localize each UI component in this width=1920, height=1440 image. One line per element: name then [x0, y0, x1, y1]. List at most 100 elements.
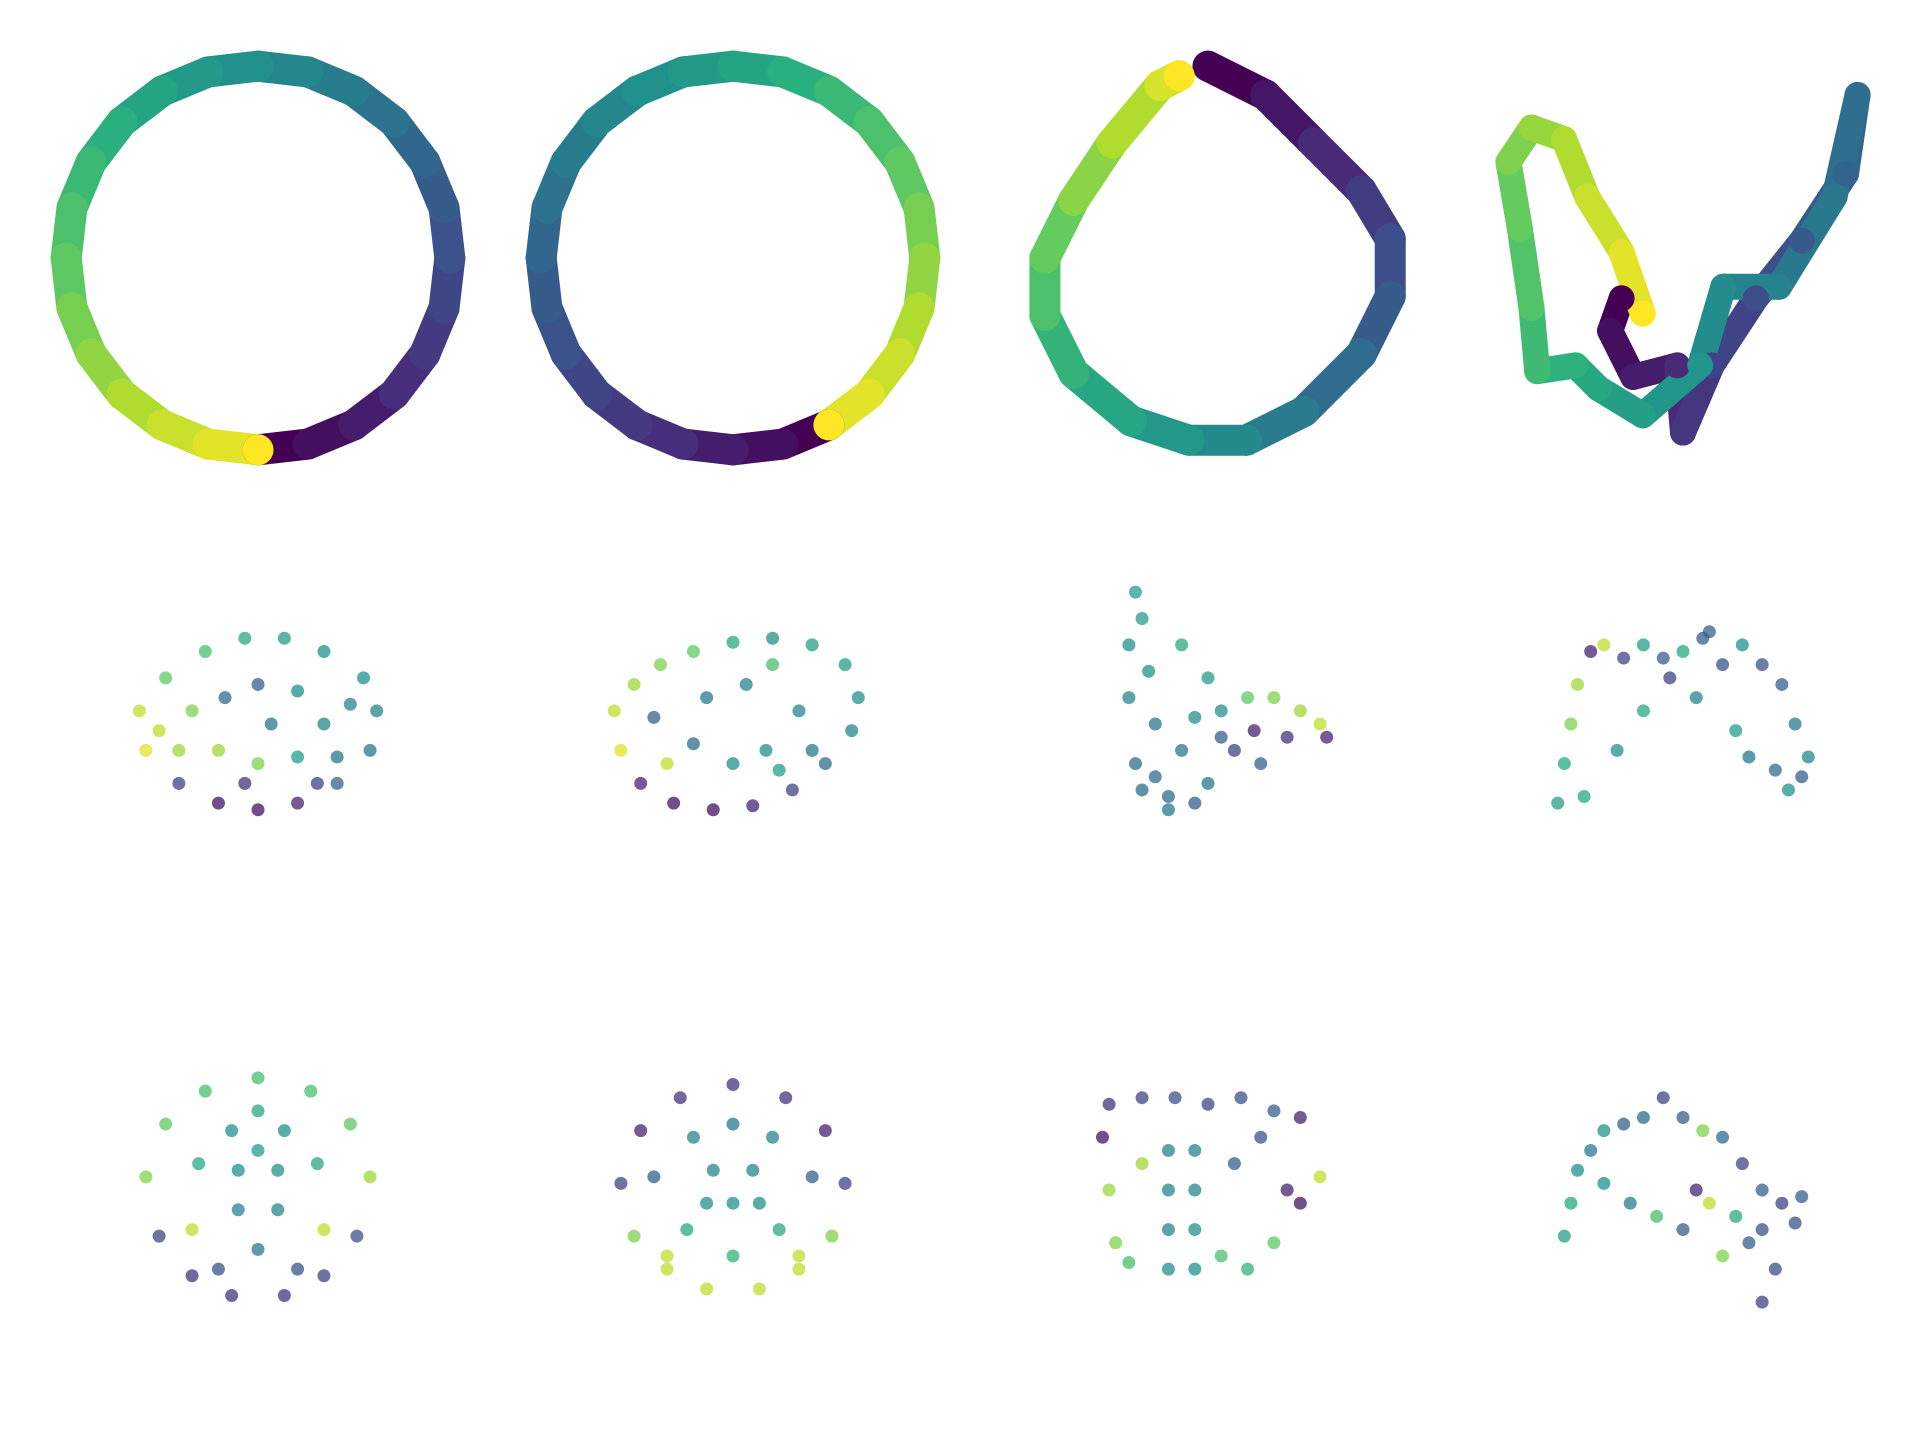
- point: [56, 292, 88, 324]
- point: [1135, 1157, 1149, 1171]
- point: [660, 1262, 674, 1276]
- point: [1689, 1183, 1703, 1197]
- panel: [1495, 81, 1871, 446]
- point: [304, 1084, 318, 1098]
- point: [1617, 651, 1631, 665]
- point: [1506, 216, 1533, 243]
- point: [1571, 1163, 1584, 1177]
- point: [767, 428, 799, 460]
- point: [1175, 743, 1189, 757]
- point: [1495, 149, 1522, 176]
- point: [1227, 743, 1241, 757]
- point: [132, 704, 146, 718]
- point: [1188, 796, 1202, 810]
- point: [1374, 223, 1406, 255]
- panel: [1122, 585, 1334, 817]
- point: [1670, 419, 1696, 446]
- point: [1148, 770, 1162, 784]
- point: [291, 796, 305, 810]
- point: [805, 743, 819, 757]
- point: [614, 743, 628, 757]
- point: [1636, 638, 1650, 652]
- point: [317, 717, 331, 731]
- point: [884, 146, 916, 178]
- point: [1192, 50, 1224, 82]
- point: [192, 56, 224, 88]
- point: [1214, 704, 1228, 718]
- point: [805, 1170, 819, 1184]
- point: [1029, 242, 1061, 274]
- point: [317, 1223, 331, 1237]
- point: [1597, 638, 1611, 652]
- point: [1109, 1236, 1123, 1250]
- point: [1788, 717, 1802, 731]
- point: [231, 1203, 245, 1217]
- point: [667, 796, 681, 810]
- point: [1188, 1262, 1202, 1276]
- point: [1524, 358, 1551, 385]
- point: [146, 409, 178, 441]
- point: [627, 1229, 641, 1243]
- point: [903, 292, 935, 324]
- point: [1564, 1196, 1578, 1210]
- point: [1250, 79, 1282, 111]
- point: [1122, 1256, 1136, 1270]
- point: [1267, 1104, 1281, 1118]
- point: [717, 434, 749, 466]
- point: [1135, 1091, 1149, 1105]
- point: [706, 803, 720, 817]
- point: [1788, 1216, 1802, 1230]
- point: [1702, 1196, 1716, 1210]
- point: [139, 743, 153, 757]
- point: [667, 428, 699, 460]
- point: [357, 671, 370, 685]
- point: [726, 1196, 740, 1210]
- point: [1676, 1110, 1690, 1124]
- point: [1650, 1209, 1664, 1223]
- point: [1241, 691, 1255, 705]
- point: [1696, 1124, 1710, 1138]
- point: [1518, 294, 1545, 321]
- point: [1161, 1262, 1175, 1276]
- point: [818, 1124, 832, 1138]
- point: [271, 1203, 285, 1217]
- point: [746, 799, 760, 813]
- point: [686, 644, 700, 658]
- point: [1656, 1091, 1670, 1105]
- point: [1610, 743, 1624, 757]
- point: [1234, 1091, 1248, 1105]
- point: [264, 717, 278, 731]
- point: [1122, 691, 1136, 705]
- point: [845, 724, 859, 738]
- point: [766, 1130, 780, 1144]
- point: [550, 338, 582, 370]
- point: [251, 757, 265, 771]
- line-segment: [1687, 273, 1737, 379]
- point: [1163, 60, 1195, 92]
- point: [310, 776, 324, 790]
- point: [739, 677, 753, 691]
- point: [343, 697, 357, 711]
- point: [884, 338, 916, 370]
- point: [550, 146, 582, 178]
- point: [1597, 317, 1624, 344]
- point: [317, 1269, 331, 1283]
- point: [277, 1124, 291, 1138]
- point: [198, 1084, 212, 1098]
- point: [1768, 763, 1782, 777]
- point: [851, 691, 865, 705]
- point: [1768, 1262, 1782, 1276]
- point: [1584, 644, 1598, 658]
- point: [1293, 1110, 1307, 1124]
- point: [291, 1262, 305, 1276]
- point: [1241, 1262, 1255, 1276]
- point: [1755, 1183, 1769, 1197]
- point: [1227, 1157, 1241, 1171]
- point: [1161, 803, 1175, 817]
- point: [242, 434, 274, 466]
- point: [1551, 796, 1565, 810]
- point: [370, 704, 384, 718]
- point: [1230, 424, 1262, 456]
- point: [1345, 338, 1377, 370]
- line-segment: [1506, 216, 1545, 321]
